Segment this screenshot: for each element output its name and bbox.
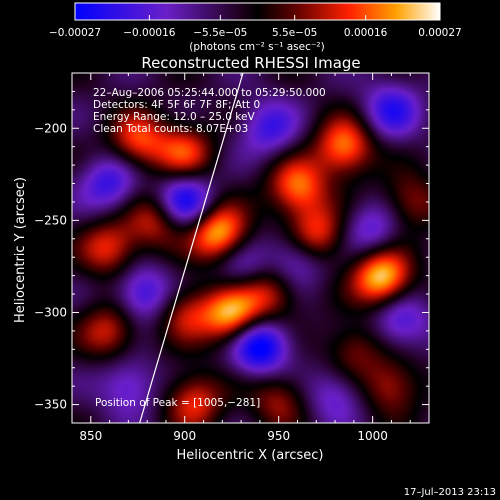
annotations: 22–Aug–2006 05:25:44.000 to 05:29:50.000… [93, 87, 326, 135]
annotation-energy-range: Energy Range: 12.0 – 25.0 keV [93, 111, 255, 123]
annotation-time-range: 22–Aug–2006 05:25:44.000 to 05:29:50.000 [93, 87, 326, 99]
y-tick-label: −200 [34, 121, 67, 135]
colorbar-tick-label: −0.00027 [49, 27, 101, 39]
colorbar-tick-label: 5.5e−05 [272, 27, 317, 39]
y-tick-label: −300 [34, 305, 67, 319]
y-tick-label: −250 [34, 213, 67, 227]
colorbar-tick-label: 0.00027 [418, 27, 461, 39]
annotation-total-counts: Clean Total counts: 8.07E+03 [93, 123, 248, 135]
limb-line [139, 73, 244, 423]
heatmap-image [72, 73, 429, 423]
colorbar-ticks: −0.00027 −0.00016 −5.5e−05 5.5e−05 0.00016 0.… [49, 15, 462, 39]
colorbar [74, 2, 441, 21]
y-tick-label: −350 [34, 398, 67, 412]
axis-ticks: 850 900 950 1000 −200 −250 −300 −350 [34, 73, 429, 443]
peak-position-label: Position of Peak = [1005,−281] [95, 397, 260, 409]
x-tick-label: 850 [79, 429, 102, 443]
y-axis-label: Heliocentric Y (arcsec) [13, 177, 28, 323]
plot-frame [71, 72, 430, 424]
x-axis-label: Heliocentric X (arcsec) [177, 448, 324, 463]
colorbar-tick-label: −5.5e−05 [193, 27, 247, 39]
footer-timestamp: 17–Jul–2013 23:13 [404, 487, 496, 498]
annotation-detectors: Detectors: 4F 5F 6F 7F 8F; Att 0 [93, 99, 260, 111]
x-tick-label: 1000 [357, 429, 388, 443]
colorbar-tick-label: 0.00016 [344, 27, 388, 39]
x-tick-label: 950 [267, 429, 290, 443]
colorbar-label: (photons cm⁻² s⁻¹ asec⁻²) [189, 41, 324, 53]
chart-title: Reconstructed RHESSI Image [141, 54, 360, 72]
colorbar-tick-label: −0.00016 [123, 27, 176, 39]
x-tick-label: 900 [173, 429, 196, 443]
